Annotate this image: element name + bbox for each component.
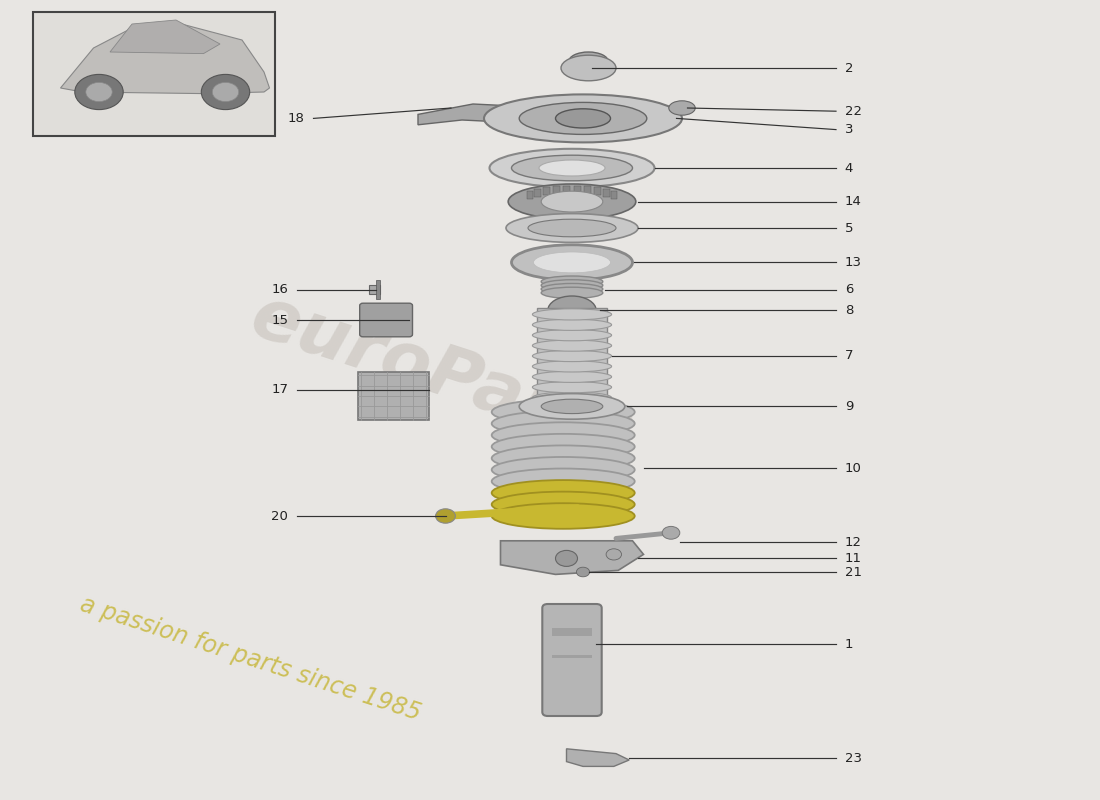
Ellipse shape [541, 191, 603, 212]
Circle shape [212, 82, 239, 102]
Circle shape [556, 550, 578, 566]
Ellipse shape [541, 283, 603, 294]
Bar [537, 308, 607, 404]
Ellipse shape [541, 280, 603, 291]
Circle shape [86, 82, 112, 102]
Text: 16: 16 [272, 283, 288, 296]
Ellipse shape [528, 219, 616, 237]
Ellipse shape [519, 394, 625, 419]
Ellipse shape [512, 245, 632, 280]
Bar [527, 190, 534, 198]
Ellipse shape [519, 102, 647, 134]
Text: a passion for parts since 1985: a passion for parts since 1985 [77, 592, 424, 725]
Ellipse shape [669, 101, 695, 115]
FancyBboxPatch shape [360, 303, 412, 337]
Text: 13: 13 [845, 256, 861, 269]
Ellipse shape [492, 503, 635, 529]
Ellipse shape [541, 287, 603, 298]
Ellipse shape [484, 94, 682, 142]
Ellipse shape [539, 160, 605, 176]
Text: 4: 4 [845, 162, 854, 174]
Text: 7: 7 [845, 350, 854, 362]
Bar [574, 186, 581, 194]
Ellipse shape [492, 434, 635, 459]
FancyBboxPatch shape [33, 12, 275, 136]
Polygon shape [60, 24, 270, 94]
Bar [594, 187, 601, 195]
Ellipse shape [541, 399, 603, 414]
Ellipse shape [556, 109, 610, 128]
Ellipse shape [532, 382, 612, 393]
Polygon shape [110, 20, 220, 54]
Ellipse shape [492, 492, 635, 518]
Text: 20: 20 [272, 510, 288, 522]
Ellipse shape [508, 184, 636, 219]
Ellipse shape [561, 55, 616, 81]
Ellipse shape [492, 457, 635, 482]
Circle shape [436, 509, 455, 523]
Ellipse shape [492, 410, 635, 436]
Ellipse shape [492, 469, 635, 494]
Text: 6: 6 [845, 283, 854, 296]
Ellipse shape [506, 214, 638, 242]
Text: 15: 15 [272, 314, 288, 326]
Bar [535, 189, 541, 197]
Text: 14: 14 [845, 195, 861, 208]
Ellipse shape [490, 149, 654, 187]
Bar [368, 285, 379, 294]
Bar [553, 186, 560, 194]
Ellipse shape [569, 52, 608, 71]
Ellipse shape [492, 480, 635, 506]
Text: 1: 1 [845, 638, 854, 650]
Ellipse shape [532, 371, 612, 382]
Bar [610, 190, 617, 198]
Ellipse shape [532, 319, 612, 330]
Text: 5: 5 [845, 222, 854, 234]
Circle shape [75, 74, 123, 110]
Ellipse shape [541, 276, 603, 287]
Ellipse shape [532, 350, 612, 362]
Polygon shape [418, 104, 512, 125]
Ellipse shape [492, 446, 635, 471]
Text: 2: 2 [845, 62, 854, 74]
FancyBboxPatch shape [542, 604, 602, 716]
Text: 17: 17 [272, 383, 288, 396]
Text: 8: 8 [845, 304, 854, 317]
Bar [376, 280, 380, 299]
Text: 3: 3 [845, 123, 854, 136]
Text: 12: 12 [845, 536, 861, 549]
Bar [552, 655, 592, 658]
Text: 18: 18 [288, 112, 305, 125]
Ellipse shape [532, 330, 612, 341]
Text: 10: 10 [845, 462, 861, 474]
Ellipse shape [532, 340, 612, 351]
Polygon shape [500, 541, 644, 574]
Text: euroParts: euroParts [242, 282, 640, 470]
Ellipse shape [548, 296, 596, 325]
Circle shape [662, 526, 680, 539]
Bar [563, 186, 570, 194]
Polygon shape [566, 749, 629, 766]
Ellipse shape [532, 309, 612, 320]
Circle shape [576, 567, 590, 577]
Circle shape [606, 549, 621, 560]
Text: 23: 23 [845, 752, 861, 765]
Ellipse shape [532, 361, 612, 372]
FancyBboxPatch shape [358, 372, 429, 420]
Bar [603, 189, 609, 197]
Circle shape [201, 74, 250, 110]
Ellipse shape [532, 392, 612, 403]
Bar [543, 187, 550, 195]
Text: 11: 11 [845, 552, 861, 565]
Bar [584, 186, 591, 194]
Text: 22: 22 [845, 105, 861, 118]
Ellipse shape [492, 399, 635, 425]
Text: 9: 9 [845, 400, 854, 413]
Text: 21: 21 [845, 566, 861, 578]
Ellipse shape [492, 422, 635, 448]
Ellipse shape [512, 155, 632, 181]
Ellipse shape [534, 252, 611, 273]
Bar [552, 628, 592, 636]
